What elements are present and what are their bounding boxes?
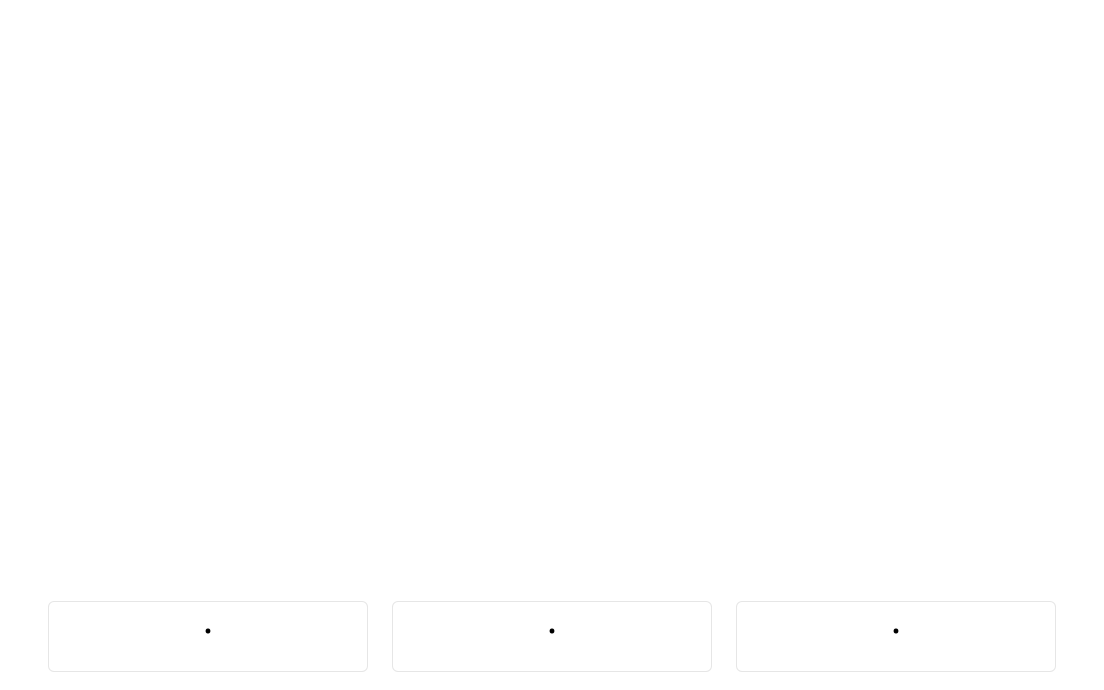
gauge-svg	[0, 10, 1104, 550]
legend-row	[48, 601, 1056, 672]
legend-label-min	[49, 620, 367, 645]
legend-card-avg	[392, 601, 712, 672]
legend-card-min	[48, 601, 368, 672]
legend-label-avg	[393, 620, 711, 645]
gauge-chart	[0, 10, 1104, 550]
legend-card-max	[736, 601, 1056, 672]
legend-label-max	[737, 620, 1055, 645]
